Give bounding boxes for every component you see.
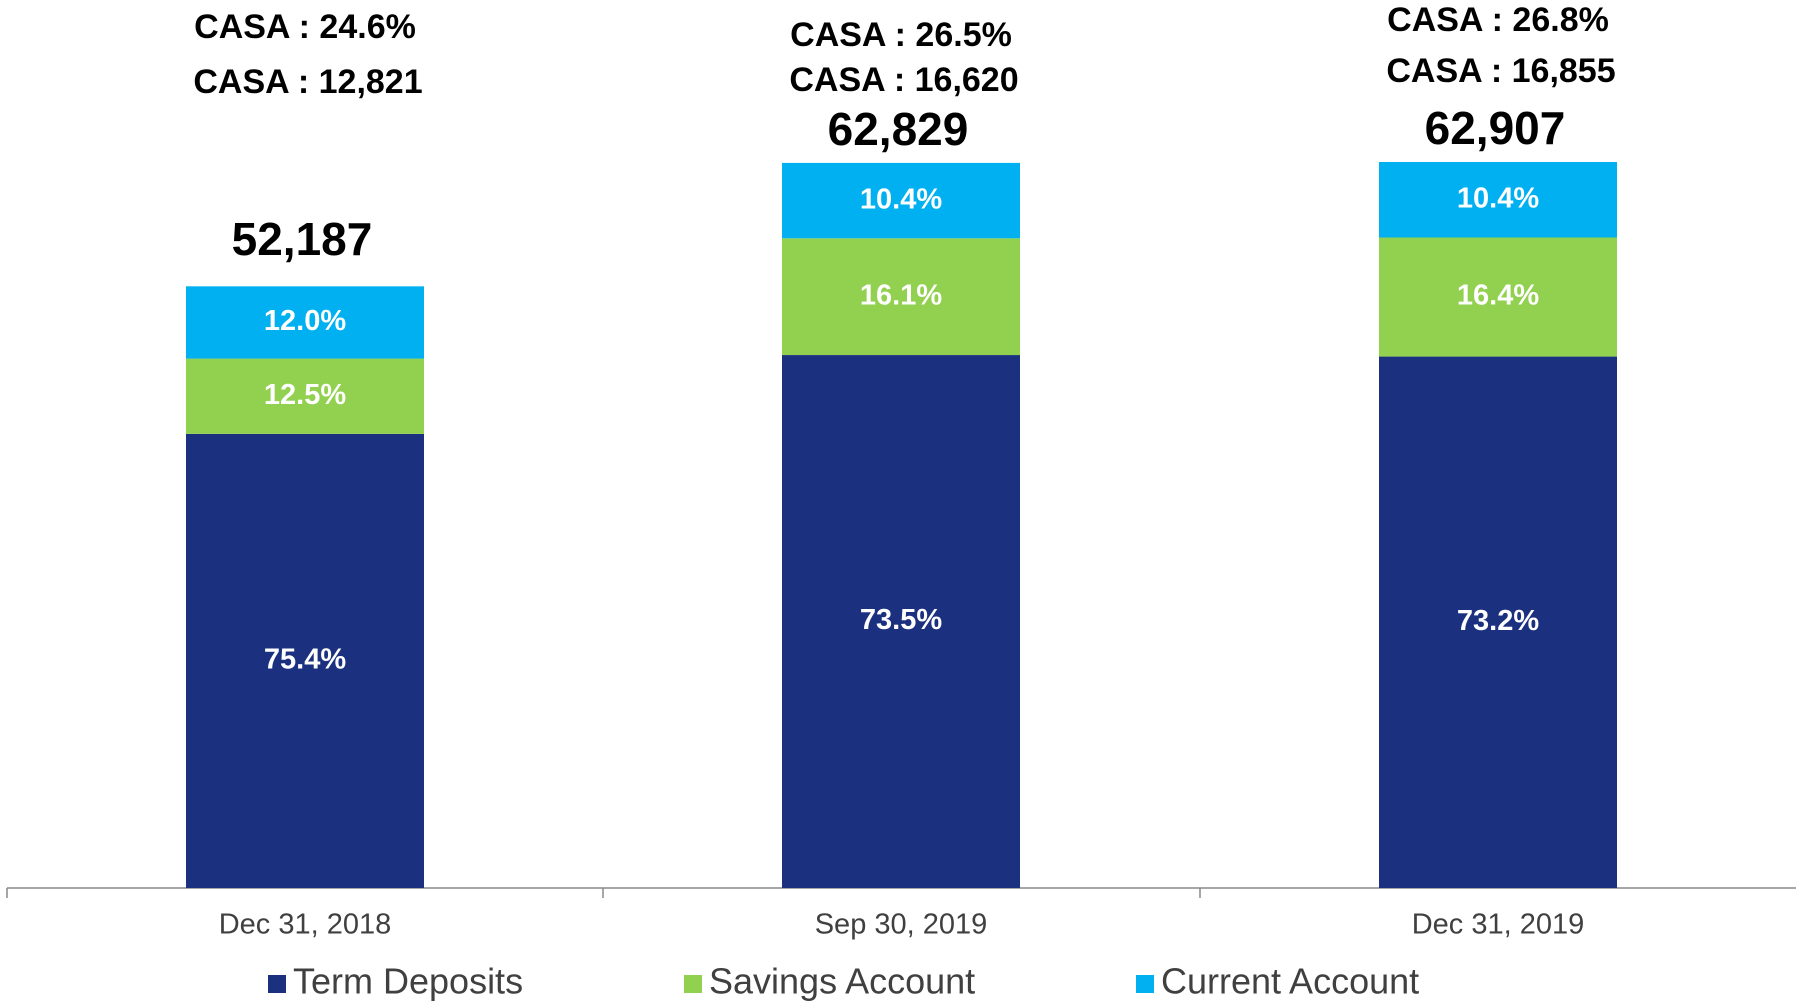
segment-label: 12.0% <box>264 305 346 337</box>
bar-segment <box>782 355 1020 888</box>
legend-label: Current Account <box>1161 961 1419 1002</box>
segment-label: 16.4% <box>1457 280 1539 312</box>
bar-segment <box>186 433 424 888</box>
segment-label: 16.1% <box>860 279 942 311</box>
legend-label: Term Deposits <box>293 961 523 1002</box>
bar-segment <box>186 286 424 359</box>
total-label: 62,829 <box>828 103 969 155</box>
total-label: 52,187 <box>232 213 373 265</box>
bar-segment <box>782 162 1020 239</box>
legend-swatch <box>1136 975 1154 993</box>
total-label: 62,907 <box>1425 102 1566 154</box>
bar-segment <box>1379 237 1617 357</box>
legend-label: Savings Account <box>709 961 975 1002</box>
bar-segment <box>1379 356 1617 888</box>
bar-segment <box>782 238 1020 356</box>
x-tick-label: Dec 31, 2018 <box>219 909 392 941</box>
casa-amount-label: CASA : 16,855 <box>1386 52 1615 90</box>
segment-label: 12.5% <box>264 379 346 411</box>
segment-label: 10.4% <box>860 183 942 215</box>
casa-share-label: CASA : 26.8% <box>1387 1 1609 39</box>
casa-share-label: CASA : 26.5% <box>790 16 1012 54</box>
legend-swatch <box>684 975 702 993</box>
bar-segment <box>1379 162 1617 238</box>
segment-label: 10.4% <box>1457 182 1539 214</box>
casa-share-label: CASA : 24.6% <box>194 8 416 46</box>
x-tick-label: Sep 30, 2019 <box>815 909 988 941</box>
segment-label: 75.4% <box>264 644 346 676</box>
legend-swatch <box>268 975 286 993</box>
x-tick-label: Dec 31, 2019 <box>1412 909 1585 941</box>
segment-label: 73.5% <box>860 604 942 636</box>
casa-amount-label: CASA : 16,620 <box>789 61 1018 99</box>
bar-segment <box>186 358 424 434</box>
casa-amount-label: CASA : 12,821 <box>193 63 422 101</box>
segment-label: 73.2% <box>1457 605 1539 637</box>
